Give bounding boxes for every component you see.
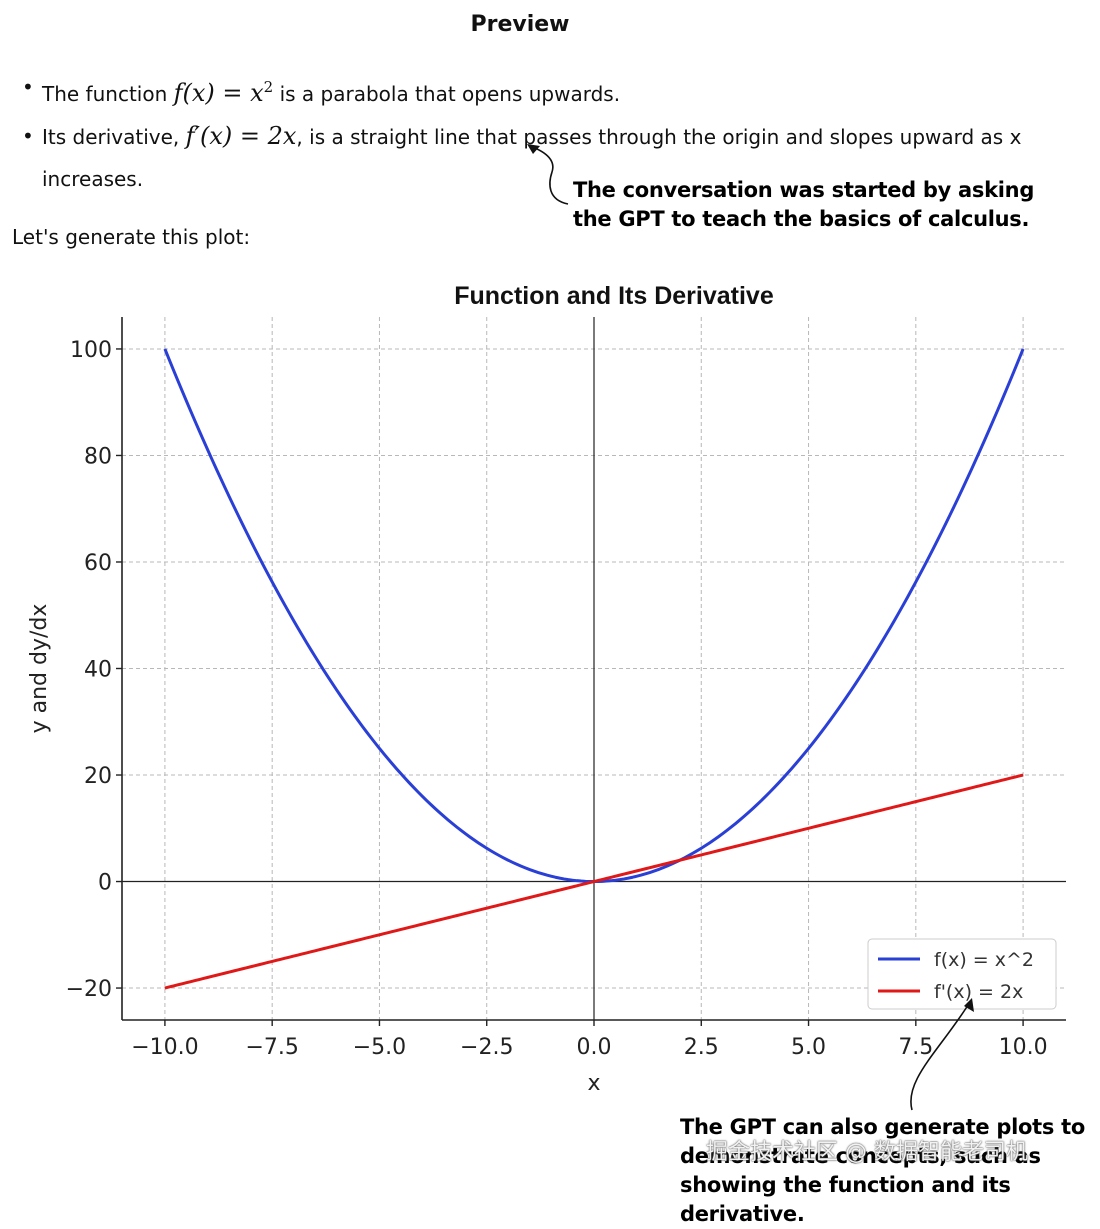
lets-generate-text: Let's generate this plot: (12, 225, 251, 249)
math-expression: f(x) = x2 (173, 78, 274, 107)
annotation-top: The conversation was started by asking t… (573, 178, 1035, 231)
preview-title: Preview (470, 12, 570, 37)
bullet-derivative: Its derivative, f′(x) = 2x, is a straigh… (22, 115, 1062, 200)
arrow-bottom-head (964, 998, 974, 1012)
arrow-top-head (527, 144, 540, 154)
x-tick-label: −10.0 (131, 1035, 198, 1060)
y-axis-label: y and dy/dx (27, 604, 52, 734)
x-tick-label: 10.0 (999, 1035, 1048, 1060)
bullet-text: The function (42, 82, 174, 106)
bullet-text: Its derivative, (42, 125, 186, 149)
chart-title: Function and Its Derivative (454, 282, 774, 310)
legend-label: f(x) = x^2 (934, 949, 1034, 971)
series-line-1 (164, 773, 1024, 990)
y-tick-label: 100 (70, 338, 112, 363)
math-expression: f′(x) = 2x (185, 122, 297, 150)
bullet-list: The function f(x) = x2 is a parabola tha… (22, 66, 1062, 200)
bullet-text: , is a straight line that passes through… (42, 125, 1022, 191)
x-tick-label: 7.5 (898, 1035, 933, 1060)
y-tick-label: 0 (98, 871, 112, 896)
x-axis-label: x (587, 1071, 600, 1096)
watermark: 掘金技术社区 @ 数据智能老司机 (706, 1140, 1028, 1165)
math-base: f(x) = x (173, 79, 264, 107)
x-tick-label: −5.0 (353, 1035, 406, 1060)
x-tick-label: −2.5 (460, 1035, 513, 1060)
math-exponent: 2 (263, 78, 274, 96)
annotation-arrows (527, 144, 974, 1111)
chart: Function and Its Derivative −10.0 −7.5 −5.0… (27, 282, 1066, 1096)
arrow-top-line (529, 145, 569, 205)
x-tick-label: 0.0 (577, 1035, 612, 1060)
y-tick-label: 60 (84, 551, 112, 576)
legend-label: f'(x) = 2x (934, 981, 1023, 1003)
y-tick-label: 80 (84, 444, 112, 469)
arrow-bottom-line (910, 1001, 971, 1111)
bullet-function: The function f(x) = x2 is a parabola tha… (22, 66, 1062, 115)
bullet-text: is a parabola that opens upwards. (273, 82, 621, 106)
x-tick-label: 2.5 (684, 1035, 719, 1060)
y-tick-label: 40 (84, 658, 112, 683)
y-tick-label: 20 (84, 764, 112, 789)
x-tick-label: −7.5 (245, 1035, 298, 1060)
x-tick-label: 5.0 (791, 1035, 826, 1060)
y-tick-label: −20 (66, 977, 112, 1002)
